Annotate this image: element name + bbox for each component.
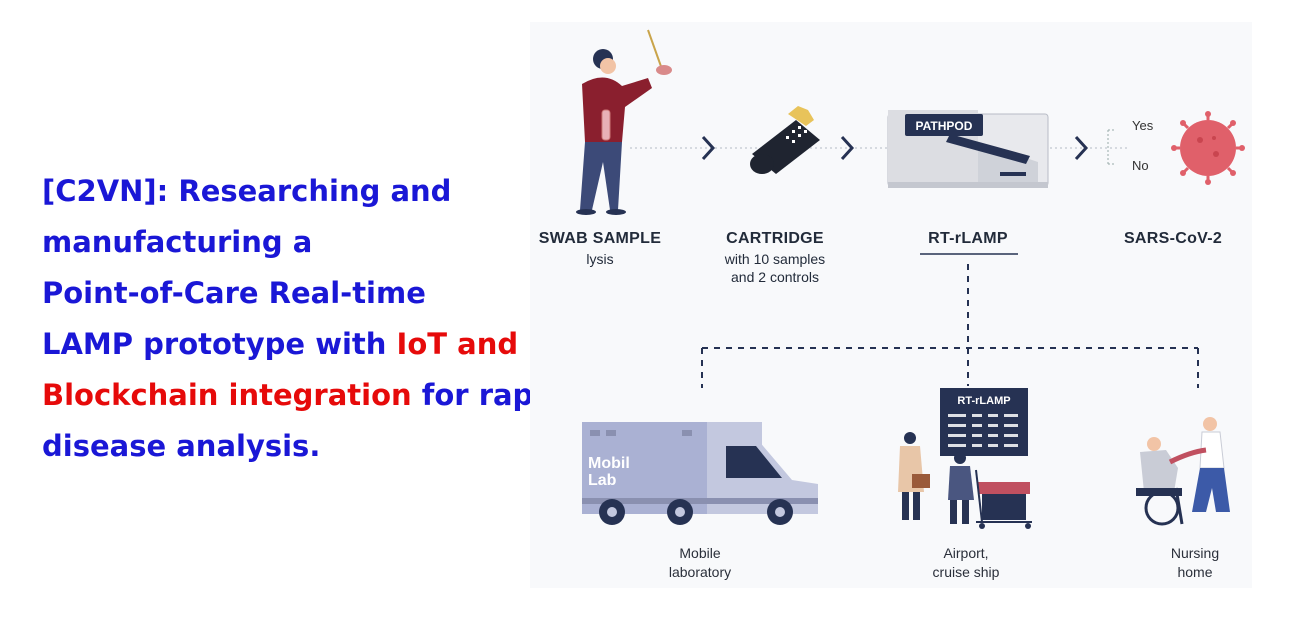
result-no: No: [1132, 158, 1149, 173]
step-label-swab-sample: SWAB SAMPLE: [538, 230, 662, 247]
result-yes: Yes: [1132, 118, 1154, 133]
title-line-6: disease analysis.: [42, 429, 321, 463]
nursing-home-scene-icon: [1136, 417, 1230, 526]
title-line-5-red: Blockchain integration: [42, 378, 412, 412]
title-line-1: [C2VN]: Researching and: [42, 174, 452, 208]
title-line-4-blue: LAMP prototype with: [42, 327, 397, 361]
title-line-4-red: IoT and: [396, 327, 519, 361]
airport-screen-title: RT-rLAMP: [957, 395, 1010, 407]
page-title: [C2VN]: Researching and manufacturing a …: [42, 166, 564, 472]
chevron-right-icon: [840, 135, 855, 161]
airport-scene-icon: RT-rLAMP: [898, 388, 1032, 529]
location-nursing-line1: Nursing: [1170, 545, 1220, 561]
diagram-graphics: PATHPOD: [576, 29, 1245, 529]
person-swab-icon: [576, 29, 672, 215]
virus-icon: [1171, 111, 1245, 185]
mobile-lab-van-icon: Mobil Lab: [582, 422, 818, 525]
chevron-right-icon: [1074, 135, 1089, 161]
step-label-sars-cov-2: SARS-CoV-2: [1123, 230, 1223, 247]
van-text-line1: Mobil: [588, 455, 630, 472]
step-sub-swab-sample: lysis: [586, 251, 614, 267]
step-sub-cartridge-1: with 10 samples: [724, 251, 826, 267]
title-line-3: Point-of-Care Real-time: [42, 276, 426, 310]
location-airport-line2: cruise ship: [932, 564, 1000, 580]
location-mobile-laboratory: Mobile laboratory: [640, 544, 760, 582]
chevron-right-icon: [701, 135, 716, 161]
title-line-4: LAMP prototype with IoT and: [42, 319, 532, 370]
workflow-diagram: PATHPOD: [530, 22, 1252, 588]
step-label-rt-rlamp: RT-rLAMP: [928, 230, 1008, 247]
location-mobile-line2: laboratory: [668, 564, 732, 580]
title-line-2: manufacturing a: [42, 225, 313, 259]
step-label-cartridge: CARTRIDGE: [726, 230, 824, 247]
cartridge-icon: [750, 106, 820, 174]
pathpod-device-icon: PATHPOD: [887, 110, 1049, 188]
location-nursing-home: Nursing home: [1140, 544, 1250, 582]
title-line-5: Blockchain integration for rapid: [42, 370, 564, 421]
device-brand-label: PATHPOD: [916, 119, 973, 133]
location-nursing-line2: home: [1177, 564, 1213, 580]
location-airport: Airport, cruise ship: [906, 544, 1026, 582]
location-mobile-line1: Mobile: [679, 545, 721, 561]
step-sub-cartridge-2: and 2 controls: [731, 269, 819, 285]
location-airport-line1: Airport,: [943, 545, 989, 561]
van-text-line2: Lab: [588, 472, 617, 489]
